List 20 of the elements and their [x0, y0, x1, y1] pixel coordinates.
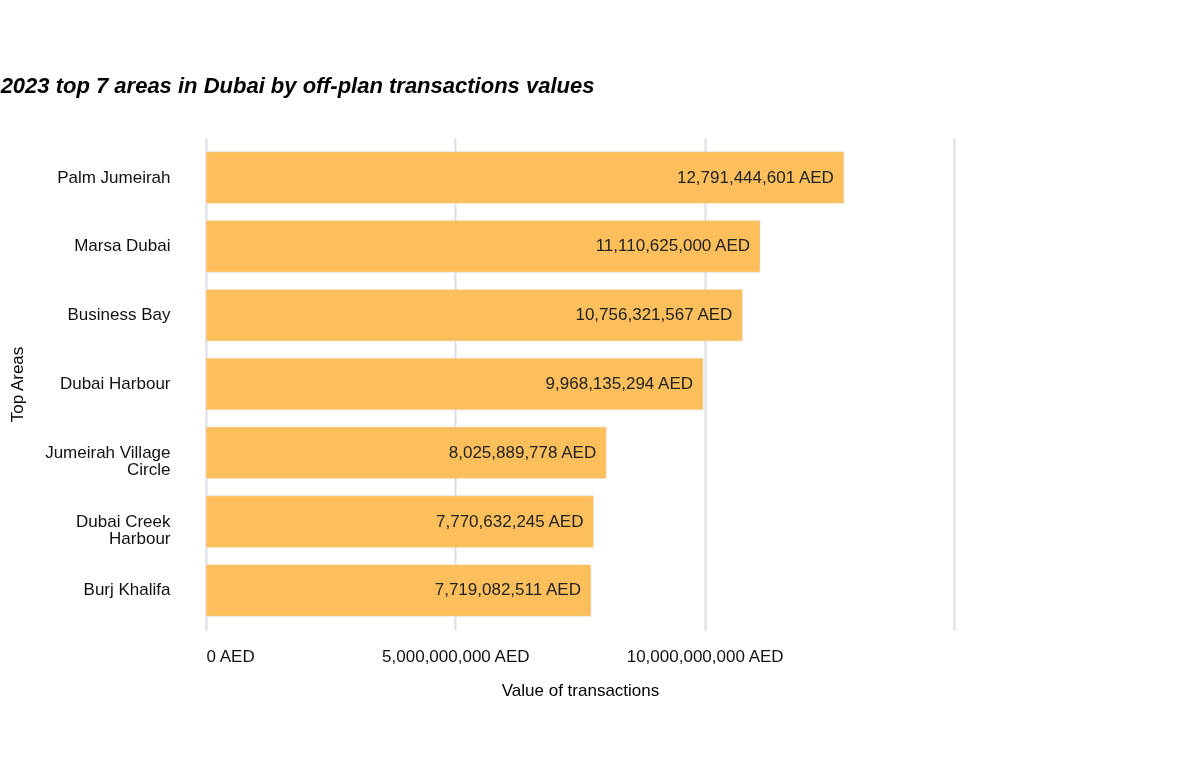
y-tick-label: Palm Jumeirah: [57, 167, 171, 187]
y-tick-label: Dubai Creek Harbour: [76, 511, 171, 548]
y-tick-label: Jumeirah Village Circle: [45, 442, 171, 479]
y-tick-label: Dubai Harbour: [59, 374, 171, 393]
data-label: 7,719,082,511 AED: [434, 580, 581, 600]
x-tick-label: 10,000,000,000 AED: [626, 646, 784, 666]
x-tick-label: 5,000,000,000 AED: [382, 646, 530, 666]
data-label: 8,025,889,778 AED: [448, 442, 597, 462]
y-tick-label: Business Bay: [67, 305, 171, 325]
y-tick-label: Burj Khalifa: [83, 580, 172, 600]
data-label: 11,110,625,000 AED: [595, 236, 751, 256]
x-tick-label: 0 AED: [206, 646, 255, 666]
x-axis-title: Value of transactions: [501, 680, 660, 700]
data-label: 12,791,444,601 AED: [676, 167, 834, 187]
data-label: 10,756,321,567 AED: [575, 305, 733, 325]
chart-title: 2023 top 7 areas in Dubai by off-plan transactions values: [0, 73, 595, 98]
y-tick-label: Marsa Dubai: [74, 236, 171, 256]
data-label: 9,968,135,294 AED: [545, 374, 694, 393]
data-label: 7,770,632,245 AED: [436, 511, 584, 531]
y-axis-title: Top Areas: [8, 346, 28, 423]
